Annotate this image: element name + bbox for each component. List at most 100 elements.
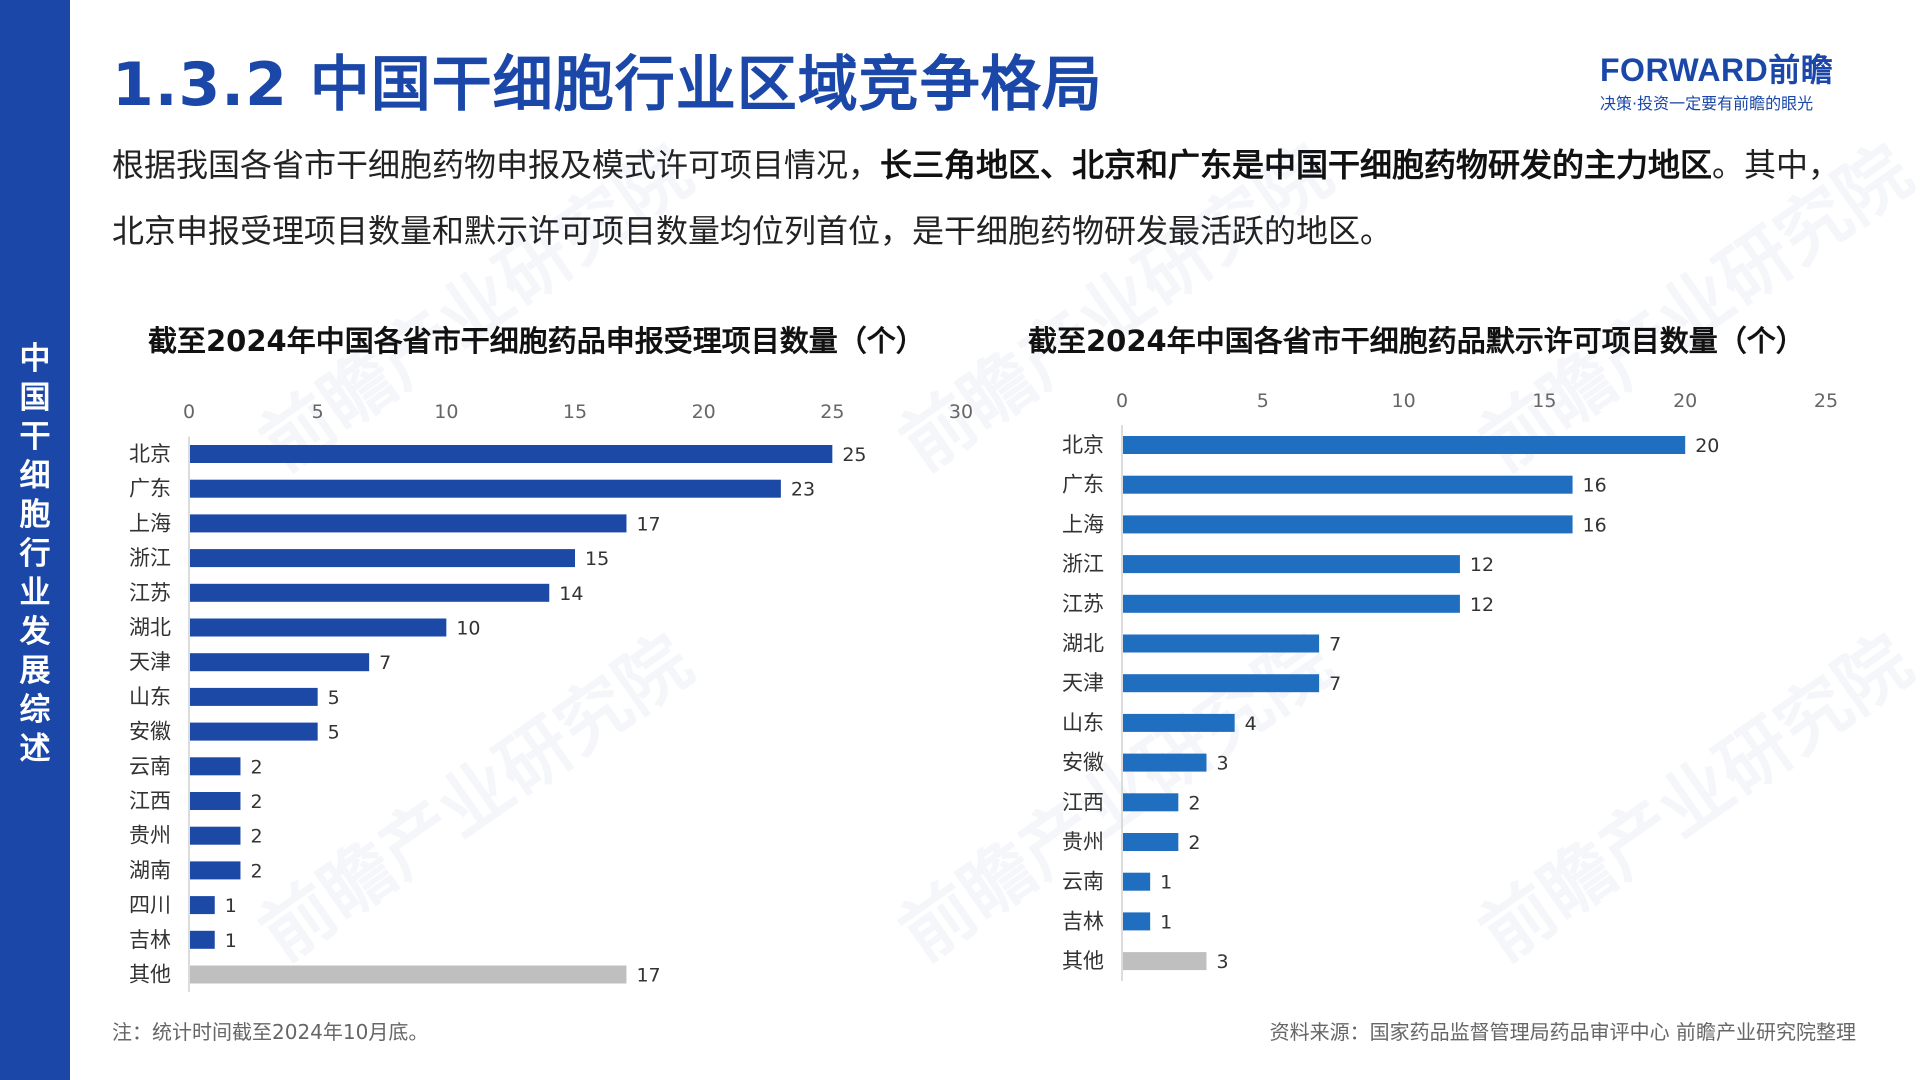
sidebar-char: 细 [19,458,51,494]
data-label: 2 [250,860,262,882]
data-label: 1 [1160,872,1172,894]
data-label: 1 [1160,911,1172,933]
x-tick-label: 15 [563,401,587,423]
bar-其他 [1123,952,1207,971]
data-label: 5 [328,687,340,709]
x-tick-label: 5 [1257,390,1269,412]
bar-其他 [190,965,627,984]
sidebar-char: 中 [19,341,51,377]
data-label: 7 [1329,634,1341,656]
source-note: 资料来源：国家药品监督管理局药品审评中心 前瞻产业研究院整理 [1269,1020,1856,1044]
data-label: 23 [791,479,815,501]
category-label: 上海 [129,511,171,535]
page-title: 1.3.2 中国干细胞行业区域竞争格局 [112,50,1103,120]
bar-山东 [1123,713,1235,732]
sidebar-char: 行 [19,536,51,572]
bar-湖南 [190,861,241,880]
category-label: 吉林 [129,928,171,952]
data-label: 2 [250,791,262,813]
bar-天津 [1123,674,1320,693]
sidebar-char: 述 [19,731,51,767]
category-label: 江西 [129,789,171,813]
category-label: 江西 [1062,790,1104,814]
footnote: 注：统计时间截至2024年10月底。 [112,1020,429,1044]
bar-江苏 [1123,594,1460,613]
bar-江西 [190,792,241,810]
x-tick-label: 20 [1673,390,1697,412]
data-label: 10 [456,618,480,640]
sidebar-char: 综 [19,692,51,728]
bar-广东 [190,479,781,498]
sidebar: 中国干细胞行业发展综述 [0,0,70,1080]
bar-吉林 [1123,912,1151,931]
bar-江西 [1123,793,1179,812]
sidebar-char: 展 [19,653,51,689]
category-label: 安徽 [129,720,171,744]
category-label: 贵州 [1062,830,1104,854]
category-label: 湖南 [129,858,171,882]
bar-浙江 [1123,555,1460,574]
category-label: 江苏 [129,581,171,605]
sidebar-char: 国 [19,380,51,416]
data-label: 1 [225,895,237,917]
chart-title: 截至2024年中国各省市干细胞药品默示许可项目数量（个） [1028,324,1805,358]
bar-四川 [190,896,215,915]
sidebar-char: 业 [19,575,51,611]
bar-浙江 [190,549,575,568]
sidebar-char: 干 [19,419,51,455]
x-tick-label: 20 [692,401,716,423]
x-tick-label: 10 [1392,390,1416,412]
data-label: 7 [379,652,391,674]
bar-北京 [190,445,833,463]
data-label: 2 [250,756,262,778]
bar-北京 [1123,436,1686,454]
category-label: 其他 [129,963,171,987]
x-tick-label: 25 [1814,390,1838,412]
intro-text-bold: 长三角地区、北京和广东是中国干细胞药物研发的主力地区 [880,146,1713,184]
category-label: 天津 [1062,671,1104,695]
category-label: 天津 [129,650,171,674]
category-label: 北京 [1062,433,1104,457]
data-label: 17 [636,513,660,535]
bar-江苏 [190,583,550,602]
category-label: 湖北 [129,616,171,640]
x-tick-label: 15 [1532,390,1556,412]
category-label: 广东 [129,477,171,501]
category-label: 其他 [1062,949,1104,973]
x-tick-label: 5 [312,401,324,423]
brand-logo: FORWARD前瞻 决策·投资一定要有前瞻的眼光 [1600,52,1870,114]
data-label: 3 [1216,753,1228,775]
logo-wordmark: FORWARD前瞻 [1600,52,1834,88]
data-label: 25 [842,444,866,466]
data-label: 4 [1245,713,1257,735]
category-label: 山东 [129,685,171,709]
data-label: 2 [1188,792,1200,814]
x-tick-label: 0 [1116,390,1128,412]
intro-paragraph: 根据我国各省市干细胞药物申报及模式许可项目情况，长三角地区、北京和广东是中国干细… [112,132,1852,264]
logo-tagline: 决策·投资一定要有前瞻的眼光 [1600,94,1814,113]
bar-贵州 [1123,833,1179,851]
data-label: 2 [1188,832,1200,854]
bar-上海 [190,514,627,533]
bar-贵州 [190,826,241,845]
category-label: 上海 [1062,512,1104,536]
data-label: 17 [636,965,660,987]
bar-吉林 [190,930,215,949]
bar-湖北 [190,618,447,637]
category-label: 云南 [129,754,171,778]
bar-湖北 [1123,634,1320,653]
category-label: 湖北 [1062,632,1104,656]
category-label: 安徽 [1062,751,1104,775]
intro-text-1: 根据我国各省市干细胞药物申报及模式许可项目情况， [112,146,881,184]
sidebar-char: 胞 [19,497,51,533]
data-label: 1 [225,930,237,952]
bar-云南 [190,757,241,776]
bar-山东 [190,687,318,706]
bar-广东 [1123,475,1573,494]
category-label: 浙江 [129,546,171,570]
bar-安徽 [190,722,318,741]
intro-text-2: 。其中，北京申报受理项目数量和默示许可项目数量均位列首位，是干细胞药物研发最活跃… [112,146,1841,250]
x-tick-label: 0 [183,401,195,423]
